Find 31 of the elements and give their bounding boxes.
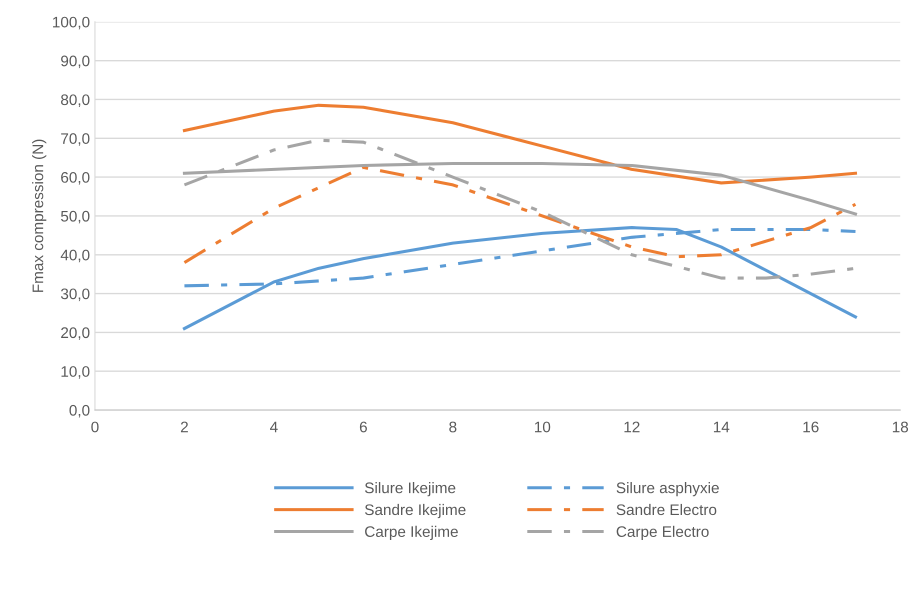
x-tick-label: 12 <box>624 422 640 432</box>
y-tick-label: 70,0 <box>61 133 90 146</box>
x-tick-label: 16 <box>803 422 819 432</box>
line-series <box>182 104 858 184</box>
x-tick-label: 8 <box>449 422 456 432</box>
y-tick-label: 100,0 <box>53 16 90 30</box>
x-tick-label: 4 <box>270 422 278 432</box>
x-tick-label: 14 <box>714 422 730 432</box>
y-tick-label: 50,0 <box>60 210 90 224</box>
y-tick-label: 30,0 <box>60 288 90 302</box>
line-series <box>182 226 858 330</box>
x-tick-label: 6 <box>360 422 367 432</box>
x-tick-label: 18 <box>892 422 908 432</box>
y-tick-label: 80,0 <box>61 94 90 107</box>
x-tick-label: 0 <box>91 422 99 432</box>
legend-label: Carpe Ikejime <box>365 526 458 540</box>
line-series <box>182 166 858 264</box>
y-tick-label: 20,0 <box>61 327 90 340</box>
y-tick-label: 60,0 <box>61 172 90 185</box>
y-axis-title: Fmax compression (N) <box>32 140 46 292</box>
legend-label: Carpe Electro <box>616 526 709 540</box>
y-tick-label: 10,0 <box>62 366 90 379</box>
x-tick-label: 2 <box>180 422 188 432</box>
y-tick-label: 40,0 <box>60 250 90 262</box>
legend-label: Silure Ikejime <box>364 482 456 496</box>
legend-label: Silure asphyxie <box>616 482 719 496</box>
y-tick-label: 0,0 <box>69 404 90 418</box>
y-tick-label: 90,0 <box>61 56 90 68</box>
legend-label: Sandre Ikejime <box>364 504 466 518</box>
x-tick-label: 10 <box>534 422 550 432</box>
legend-label: Sandre Electro <box>616 504 716 516</box>
